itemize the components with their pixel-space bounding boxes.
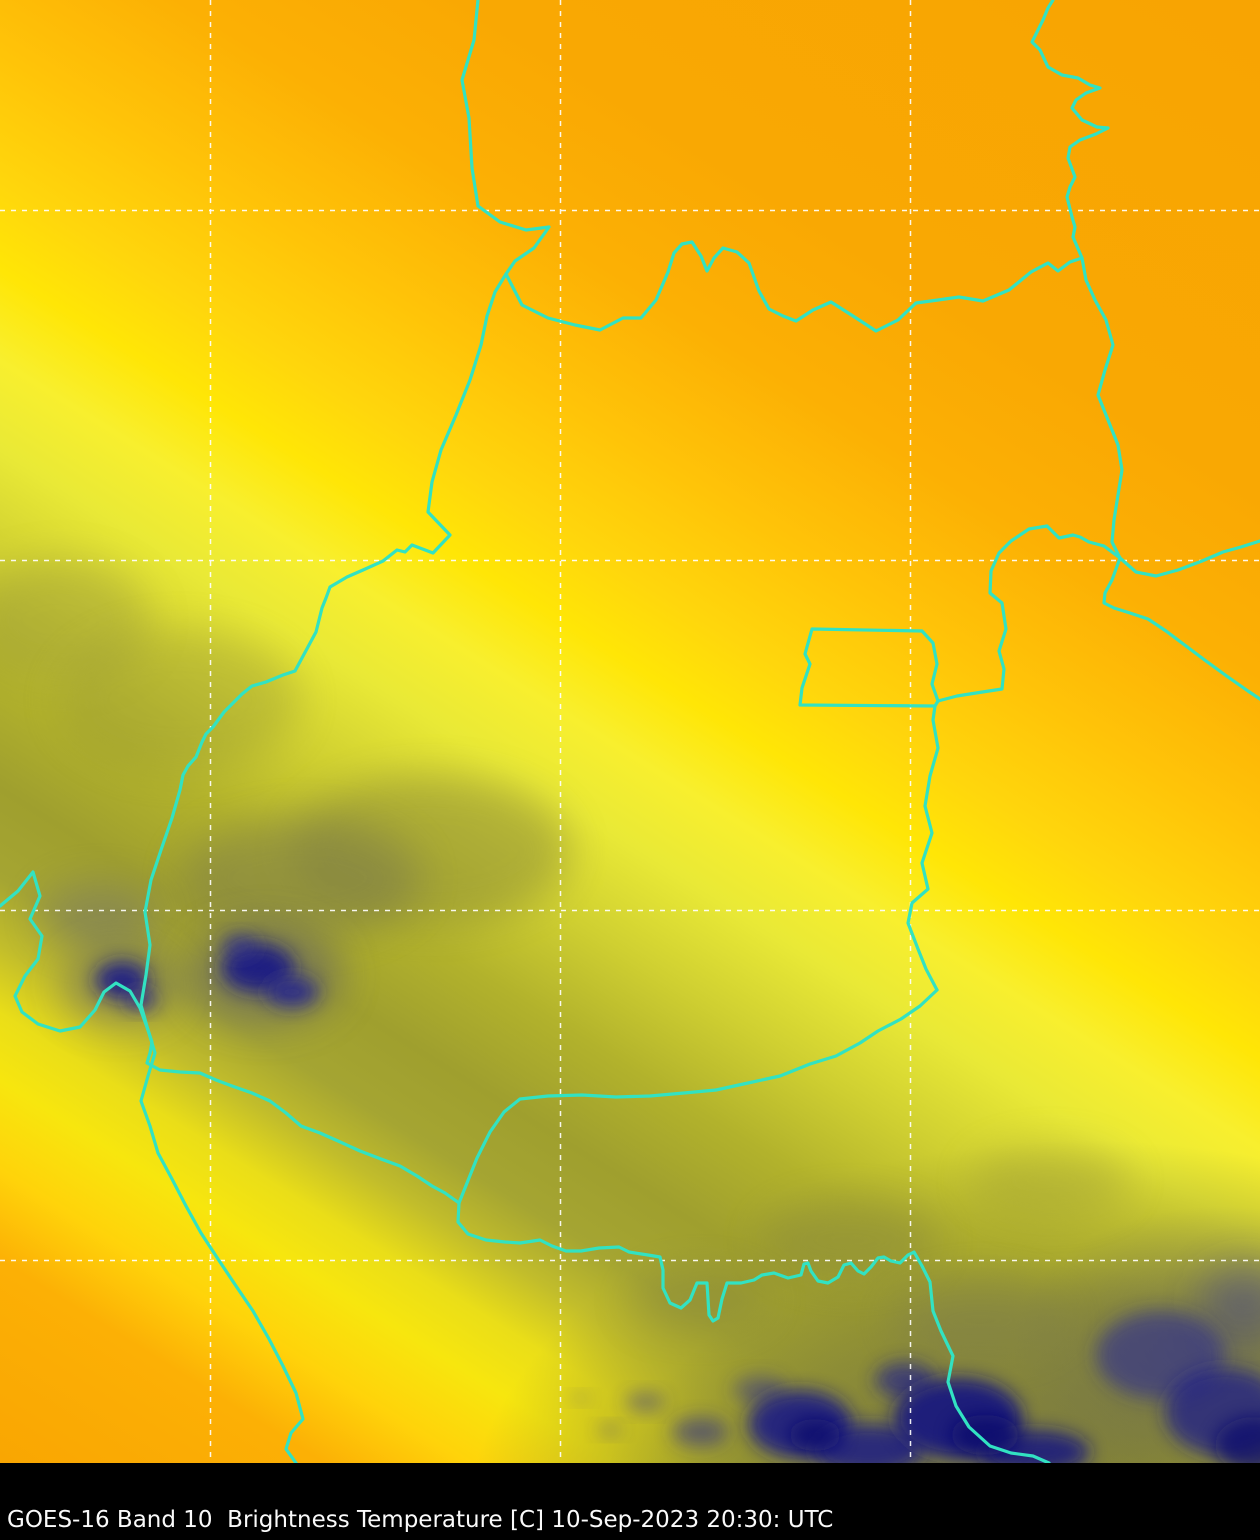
border-east-vertical xyxy=(1030,0,1124,560)
cloud-blob xyxy=(60,630,300,770)
border-southeast-branch xyxy=(1102,556,1260,701)
satellite-map xyxy=(0,0,1260,1463)
map-overlay xyxy=(0,0,1260,1463)
cold-cloud-blobs xyxy=(0,560,1260,1463)
cloud-blob xyxy=(570,1393,590,1403)
boundary-box xyxy=(798,627,940,708)
border-southwest-descent xyxy=(139,1028,305,1463)
border-west-meander xyxy=(0,870,150,1033)
cloud-blob xyxy=(672,1417,728,1447)
cloud-blob xyxy=(760,1200,940,1280)
cloud-blob xyxy=(222,935,258,957)
border-west-branch-to-box xyxy=(936,524,1122,703)
border-southwest-diagonal xyxy=(145,1028,461,1205)
cloud-blob xyxy=(951,1415,1019,1455)
caption-text: GOES-16 Band 10 Brightness Temperature [… xyxy=(7,1507,834,1534)
cloud-blob xyxy=(630,1270,770,1330)
caption-bar: GOES-16 Band 10 Brightness Temperature [… xyxy=(0,1463,1260,1540)
border-east-west-north xyxy=(504,240,1084,333)
cloud-blob xyxy=(625,1392,665,1412)
border-south-main xyxy=(518,1238,1051,1463)
cloud-blob xyxy=(890,1280,1070,1360)
cloud-blob xyxy=(40,883,160,947)
border-mid-vertical xyxy=(906,704,940,992)
border-north-central xyxy=(139,0,551,1032)
border-east-branch xyxy=(1118,539,1260,578)
cloud-blob xyxy=(598,1424,622,1436)
cloud-blob xyxy=(266,977,318,1007)
cloud-blob xyxy=(970,1145,1130,1215)
geographic-borders xyxy=(0,0,1260,1463)
cloud-blob xyxy=(789,1419,841,1451)
cloud-blob xyxy=(180,818,420,938)
graticule-grid xyxy=(0,0,1260,1463)
cloud-blob xyxy=(1215,1417,1260,1463)
cloud-blob xyxy=(1200,1265,1260,1335)
border-river-west xyxy=(456,988,939,1245)
